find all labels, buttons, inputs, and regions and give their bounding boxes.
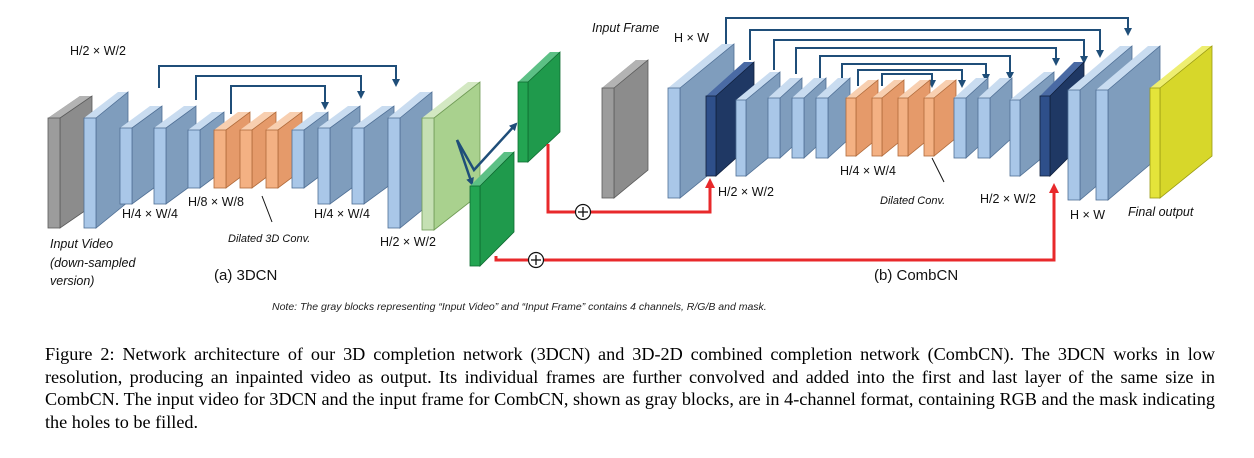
- skip-connections-combcn: [725, 17, 1132, 88]
- title-3dcn: (a) 3DCN: [214, 267, 277, 284]
- skip-arrow: [749, 29, 1104, 60]
- block-conv-combcn-10: [1095, 45, 1161, 201]
- block-frame-lower: [469, 151, 515, 267]
- skip-arrow: [841, 63, 990, 82]
- label-hw2-comb-right: H/2 × W/2: [980, 192, 1036, 206]
- block-input-frame: [601, 59, 649, 199]
- frame-extraction: [455, 51, 561, 267]
- label-hw2-top-left: H/2 × W/2: [70, 44, 126, 58]
- label-dilated-3d-conv: Dilated 3D Conv.: [228, 233, 310, 245]
- skip-arrow: [195, 75, 365, 100]
- label-down-sampled-version: version): [50, 274, 94, 288]
- skip-arrow: [881, 73, 936, 88]
- dilated-3d-leader-line: [261, 195, 273, 223]
- skip-arrow: [819, 55, 1014, 80]
- dilated-conv-leader-line: [931, 157, 945, 183]
- add-symbol-lower: [527, 251, 545, 269]
- label-h4w4-comb: H/4 × W/4: [840, 164, 896, 178]
- add-arrow-lower: [494, 183, 1059, 262]
- block-conv-combcn-5: [815, 77, 851, 159]
- skip-arrow: [795, 47, 1060, 74]
- block-output-3dcn: [421, 81, 481, 231]
- add-connections: [494, 144, 1059, 262]
- add-arrow-upper: [546, 144, 715, 214]
- skip-arrow: [857, 69, 966, 88]
- dilated-block: [923, 79, 957, 157]
- add-symbol-upper: [574, 203, 592, 221]
- label-dilated-conv: Dilated Conv.: [880, 195, 945, 207]
- label-down-sampled: (down-sampled: [50, 256, 137, 270]
- network-architecture-diagram: H/2 × W/2 Input Video (down-sampled vers…: [47, 17, 1213, 313]
- label-h4w4-right: H/4 × W/4: [314, 207, 370, 221]
- label-hw-bottom: H × W: [1070, 208, 1105, 222]
- label-hw-top: H × W: [674, 31, 709, 45]
- diagram-note: Note: The gray blocks representing “Inpu…: [272, 301, 767, 313]
- panel-combcn: Input Frame H × W H/2 × W/2 H/4 × W/4 Di…: [592, 17, 1213, 284]
- label-h4w4-left: H/4 × W/4: [122, 207, 178, 221]
- skip-arrow: [158, 65, 400, 88]
- figure-caption: Figure 2: Network architecture of our 3D…: [45, 344, 1215, 432]
- extract-arrow-upper: [455, 122, 518, 173]
- skip-arrow: [773, 39, 1088, 70]
- label-final-output: Final output: [1128, 205, 1194, 219]
- panel-3dcn: H/2 × W/2 Input Video (down-sampled vers…: [47, 44, 481, 288]
- label-h8w8: H/8 × W/8: [188, 195, 244, 209]
- skip-connections-3dcn: [158, 65, 400, 114]
- dilated-blocks-3dcn: [213, 111, 303, 189]
- dilated-blocks-combcn: [845, 79, 957, 157]
- label-hw2-comb-left: H/2 × W/2: [718, 185, 774, 199]
- skip-arrow: [725, 17, 1132, 44]
- extract-arrow-lower: [455, 139, 474, 186]
- block-conv-combcn-7: [977, 77, 1013, 159]
- label-input-video: Input Video: [50, 237, 113, 251]
- title-combcn: (b) CombCN: [874, 267, 958, 284]
- label-input-frame: Input Frame: [592, 21, 659, 35]
- label-hw2-right: H/2 × W/2: [380, 235, 436, 249]
- block-frame-upper: [517, 51, 561, 163]
- skip-arrow: [230, 85, 329, 114]
- block-final-output: [1149, 45, 1213, 199]
